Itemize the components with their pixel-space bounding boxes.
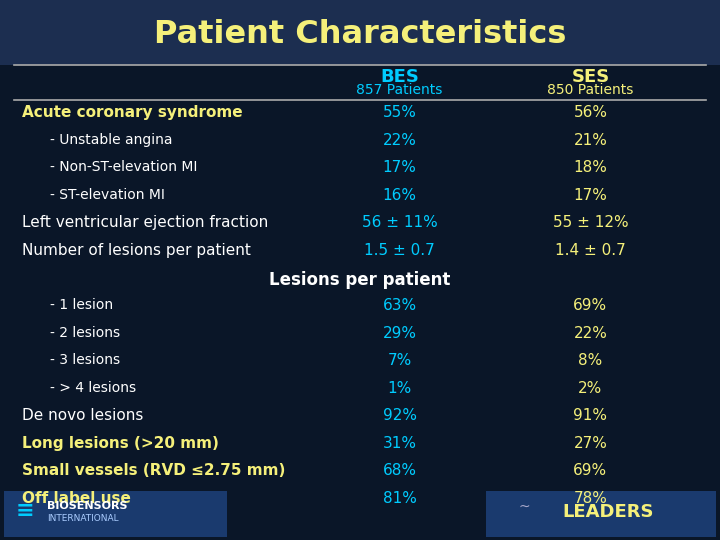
Text: 56 ± 11%: 56 ± 11%	[361, 215, 438, 231]
Text: 22%: 22%	[573, 326, 608, 341]
Text: Patient Characteristics: Patient Characteristics	[154, 19, 566, 50]
Text: 21%: 21%	[573, 133, 608, 148]
Text: - 2 lesions: - 2 lesions	[50, 326, 120, 340]
Text: De novo lesions: De novo lesions	[22, 408, 143, 423]
Text: BES: BES	[380, 68, 419, 85]
Text: INTERNATIONAL: INTERNATIONAL	[47, 514, 118, 523]
Text: 31%: 31%	[382, 436, 417, 451]
Text: 55%: 55%	[382, 105, 417, 120]
Text: 1.5 ± 0.7: 1.5 ± 0.7	[364, 243, 435, 258]
Text: 56%: 56%	[573, 105, 608, 120]
Text: 69%: 69%	[573, 463, 608, 478]
Text: SES: SES	[571, 68, 610, 85]
Text: 63%: 63%	[382, 298, 417, 313]
FancyBboxPatch shape	[486, 491, 716, 537]
Text: 91%: 91%	[573, 408, 608, 423]
Text: Number of lesions per patient: Number of lesions per patient	[22, 243, 251, 258]
Text: LEADERS: LEADERS	[562, 503, 654, 521]
Text: Long lesions (>20 mm): Long lesions (>20 mm)	[22, 436, 218, 451]
Text: 857 Patients: 857 Patients	[356, 83, 443, 97]
Text: 8%: 8%	[578, 353, 603, 368]
Text: 18%: 18%	[573, 160, 608, 176]
Text: - ST-elevation MI: - ST-elevation MI	[50, 188, 166, 202]
Text: - Non-ST-elevation MI: - Non-ST-elevation MI	[50, 160, 198, 174]
Text: 22%: 22%	[382, 133, 417, 148]
Text: BIOSENSORS: BIOSENSORS	[47, 501, 127, 511]
Text: 1%: 1%	[387, 381, 412, 396]
Text: - > 4 lesions: - > 4 lesions	[50, 381, 137, 395]
Text: 16%: 16%	[382, 188, 417, 203]
Text: Acute coronary syndrome: Acute coronary syndrome	[22, 105, 242, 120]
Text: 17%: 17%	[573, 188, 608, 203]
Text: Lesions per patient: Lesions per patient	[269, 271, 451, 288]
Text: - 1 lesion: - 1 lesion	[50, 298, 114, 312]
Text: 17%: 17%	[382, 160, 417, 176]
Text: Small vessels (RVD ≤2.75 mm): Small vessels (RVD ≤2.75 mm)	[22, 463, 285, 478]
Text: 81%: 81%	[382, 491, 417, 506]
Text: 1.4 ± 0.7: 1.4 ± 0.7	[555, 243, 626, 258]
Text: 29%: 29%	[382, 326, 417, 341]
FancyBboxPatch shape	[0, 0, 720, 65]
Text: 27%: 27%	[573, 436, 608, 451]
FancyBboxPatch shape	[4, 491, 227, 537]
Text: 92%: 92%	[382, 408, 417, 423]
Text: - Unstable angina: - Unstable angina	[50, 133, 173, 147]
Text: ~: ~	[518, 500, 530, 514]
Text: 78%: 78%	[573, 491, 608, 506]
Text: - 3 lesions: - 3 lesions	[50, 353, 120, 367]
Text: Off label use: Off label use	[22, 491, 130, 506]
Text: 7%: 7%	[387, 353, 412, 368]
Text: Left ventricular ejection fraction: Left ventricular ejection fraction	[22, 215, 268, 231]
Text: 850 Patients: 850 Patients	[547, 83, 634, 97]
Text: 69%: 69%	[573, 298, 608, 313]
Text: 68%: 68%	[382, 463, 417, 478]
Text: ≡: ≡	[16, 501, 35, 521]
Text: 55 ± 12%: 55 ± 12%	[552, 215, 629, 231]
Text: 2%: 2%	[578, 381, 603, 396]
